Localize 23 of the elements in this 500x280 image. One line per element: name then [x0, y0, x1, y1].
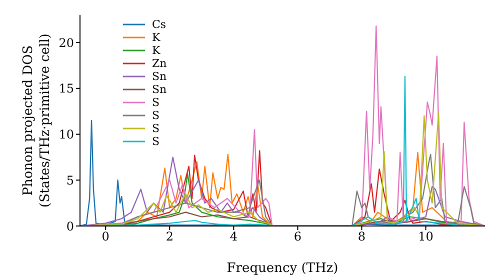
x-tick-label: 4 — [230, 230, 238, 244]
legend-label: Sn — [152, 70, 167, 83]
x-axis-title: Frequency (THz) — [226, 261, 338, 276]
y-tick-label: 20 — [58, 36, 74, 50]
y-tick-label: 5 — [66, 173, 74, 188]
x-tick-label: 2 — [166, 230, 174, 244]
x-tick-label: 8 — [358, 230, 366, 244]
y-tick-label: 15 — [58, 82, 74, 96]
legend-label: S — [152, 109, 160, 122]
y-axis-title: Phonon projected DOS (States/THz·primitive cell) — [21, 33, 53, 208]
legend-label: S — [152, 122, 160, 135]
legend-label: S — [152, 96, 160, 109]
legend-label: S — [152, 135, 160, 148]
y-tick-label: 0 — [66, 219, 74, 234]
legend-label: K — [152, 31, 160, 44]
x-tick-label: 6 — [294, 230, 302, 244]
legend-label: Sn — [152, 83, 167, 96]
legend-label: Cs — [152, 18, 166, 31]
legend-label: Zn — [152, 57, 167, 70]
legend-label: K — [152, 44, 160, 57]
y-tick-label: 10 — [58, 128, 74, 142]
x-tick-label: 10 — [418, 230, 434, 244]
x-tick-label: 0 — [102, 230, 110, 244]
